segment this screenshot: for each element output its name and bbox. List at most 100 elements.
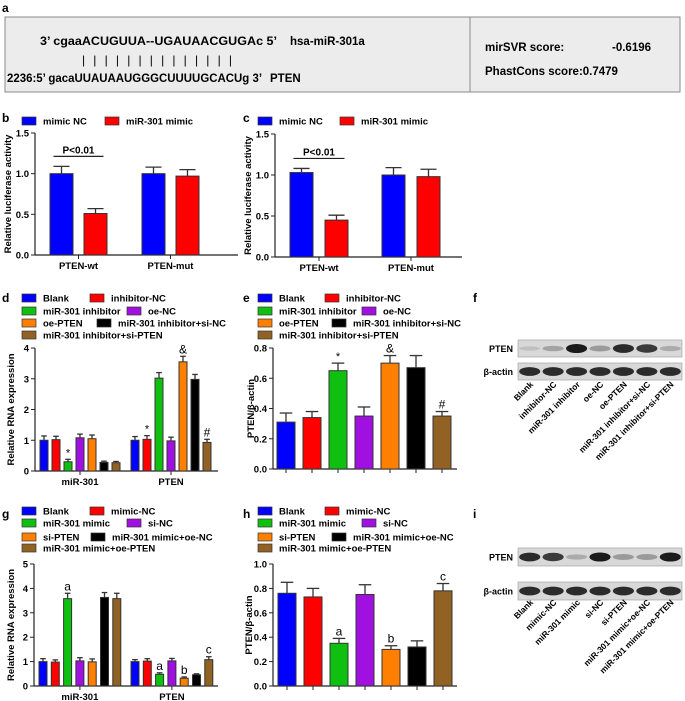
blot-band (566, 586, 588, 596)
significance-mark: # (439, 398, 446, 412)
legend-swatch (324, 293, 340, 303)
legend-label: miR-301 mimic (279, 519, 346, 530)
y-tick-label: 0.5 (16, 210, 30, 221)
bar-oe-nc (166, 440, 176, 472)
legend-label: miR-301 mimic (361, 117, 428, 128)
legend-swatch (361, 518, 377, 528)
bar-mimic-nc (289, 172, 314, 258)
bar-inhibitor-nc (142, 438, 152, 472)
legend-swatch (257, 543, 273, 553)
bar-blank (38, 661, 48, 687)
y-tick-label: 0 (23, 682, 28, 693)
legend-label: oe-PTEN (43, 319, 83, 330)
mirsvr-value: -0.6196 (612, 42, 651, 54)
bar-mir-301-mimic (175, 175, 200, 256)
bar-si-pten (381, 648, 401, 687)
bar-mir-301-mimic (416, 176, 441, 258)
legend-swatch (126, 518, 142, 528)
y-tick-label: 0.0 (254, 682, 267, 693)
x-tick-label: PTEN (158, 477, 183, 488)
bar-mimic-nc (303, 596, 323, 687)
legend-label: Blank (43, 507, 70, 518)
legend-swatch (257, 518, 273, 528)
bar-mimic-nc (381, 174, 406, 258)
y-tick-label: 0.4 (254, 404, 268, 415)
legend-swatch (257, 506, 273, 516)
legend-swatch (257, 293, 273, 303)
y-tick-label: 0.2 (254, 434, 267, 445)
bar-mir-301-mimic (63, 598, 73, 687)
bar-blank (276, 421, 296, 470)
legend-swatch (21, 318, 37, 328)
blot-band (612, 344, 634, 353)
blot-band (636, 367, 658, 376)
legend-label: oe-NC (383, 307, 411, 318)
bar-mir-301-inhibitor-si-pten (202, 441, 212, 472)
legend-label: miR-301 inhibitor+si-PTEN (43, 331, 163, 342)
x-tick-label: miR-301 (61, 692, 99, 701)
panel-label-b: b (2, 111, 9, 125)
bar-blank (130, 439, 140, 472)
significance-mark: & (386, 342, 394, 356)
legend-swatch (257, 532, 273, 542)
blot-band (636, 344, 658, 353)
legend-swatch (257, 306, 273, 316)
legend-swatch (21, 506, 37, 516)
legend-swatch (21, 532, 37, 542)
y-tick-label: 0 (24, 467, 29, 478)
legend-swatch (104, 116, 120, 126)
blot-band (659, 552, 681, 562)
bar-mir-301-mimic-oe-pten (112, 598, 122, 687)
bar-mir-301-inhibitor-si-nc (99, 461, 109, 472)
x-tick-label: PTEN-mut (388, 263, 435, 274)
bar-oe-pten (380, 362, 400, 470)
blot-band (519, 346, 541, 351)
bar-oe-nc (354, 415, 374, 470)
bar-mir-301-inhibitor (328, 370, 348, 470)
x-tick-label: PTEN-mut (148, 261, 195, 272)
significance-mark: a (336, 624, 343, 638)
legend-swatch (257, 116, 273, 126)
legend-label: si-PTEN (279, 533, 316, 544)
legend-label: si-PTEN (43, 533, 80, 544)
chart-e: Blank inhibitor-NC miR-301 inhibitor oe-NC o… (246, 294, 461, 476)
y-axis-label: Relative luciferase activity (243, 135, 254, 255)
legend-label: mimic NC (43, 117, 87, 128)
y-tick-label: 1.0 (256, 171, 269, 182)
legend-swatch (90, 532, 106, 542)
y-axis-label: Relative RNA expression (6, 569, 17, 681)
legend-swatch (21, 543, 37, 553)
blot-band (519, 367, 541, 376)
y-tick-label: 1 (24, 436, 30, 447)
charts-layer: mimic NC miR-301 mimic0.00.51.01.5Relativ… (3, 116, 683, 701)
bar-mir-301-inhibitor (63, 461, 73, 472)
legend-label: mimic-NC (111, 507, 155, 518)
bar-mir-301-mimic-oe-pten (204, 659, 214, 687)
bar-mimic-nc (141, 173, 166, 256)
legend-swatch (21, 330, 37, 340)
blot-band (612, 367, 634, 376)
legend-swatch (21, 293, 37, 303)
legend-swatch (257, 330, 273, 340)
bar-mir-301-mimic (155, 673, 165, 687)
bar-mir-301-inhibitor-si-pten (432, 415, 452, 470)
y-tick-label: 3 (24, 374, 29, 385)
y-tick-label: 2 (23, 633, 28, 644)
legend-swatch (89, 506, 105, 516)
bar-si-nc (355, 594, 375, 687)
panel-label-a: a (2, 1, 9, 15)
y-tick-label: 0.2 (254, 657, 267, 668)
bar-mimic-nc (49, 173, 74, 256)
bar-mir-301-mimic-oe-nc (192, 674, 201, 687)
y-tick-label: 0.4 (254, 633, 268, 644)
legend-label: si-NC (148, 519, 173, 530)
mirsvr-label: mirSVR score: (485, 42, 564, 54)
legend-swatch (361, 306, 377, 316)
bar-mimic-nc (142, 660, 152, 687)
legend-label: miR-301 inhibitor+si-PTEN (279, 331, 399, 342)
y-tick-label: 4 (23, 584, 29, 595)
